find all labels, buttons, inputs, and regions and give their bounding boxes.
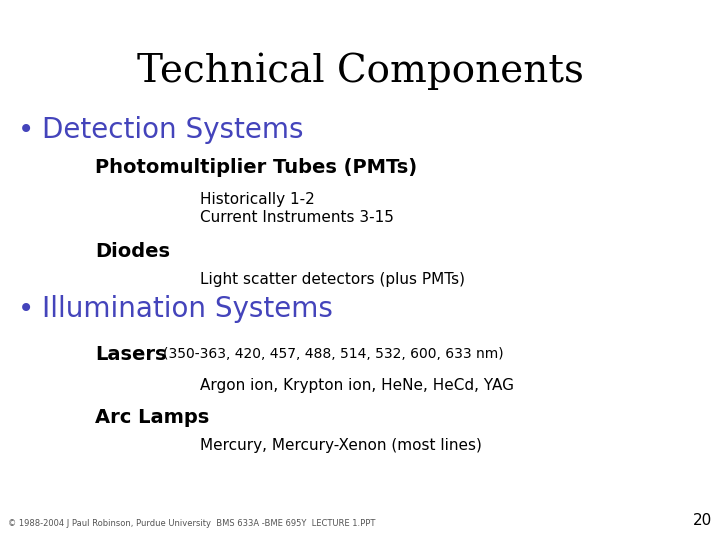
Text: (350-363, 420, 457, 488, 514, 532, 600, 633 nm): (350-363, 420, 457, 488, 514, 532, 600, … (163, 347, 503, 361)
Text: Historically 1-2: Historically 1-2 (200, 192, 315, 207)
Text: © 1988-2004 J Paul Robinson, Purdue University  BMS 633A -BME 695Y  LECTURE 1.PP: © 1988-2004 J Paul Robinson, Purdue Univ… (8, 519, 375, 528)
Text: •: • (18, 295, 35, 323)
Text: Lasers: Lasers (95, 345, 166, 364)
Text: •: • (18, 116, 35, 144)
Text: Arc Lamps: Arc Lamps (95, 408, 210, 427)
Text: Detection Systems: Detection Systems (42, 116, 304, 144)
Text: Diodes: Diodes (95, 242, 170, 261)
Text: Mercury, Mercury-Xenon (most lines): Mercury, Mercury-Xenon (most lines) (200, 438, 482, 453)
Text: Current Instruments 3-15: Current Instruments 3-15 (200, 210, 394, 225)
Text: 20: 20 (693, 513, 712, 528)
Text: Illumination Systems: Illumination Systems (42, 295, 333, 323)
Text: Light scatter detectors (plus PMTs): Light scatter detectors (plus PMTs) (200, 272, 465, 287)
Text: Argon ion, Krypton ion, HeNe, HeCd, YAG: Argon ion, Krypton ion, HeNe, HeCd, YAG (200, 378, 514, 393)
Text: Photomultiplier Tubes (PMTs): Photomultiplier Tubes (PMTs) (95, 158, 417, 177)
Text: Technical Components: Technical Components (137, 52, 583, 90)
